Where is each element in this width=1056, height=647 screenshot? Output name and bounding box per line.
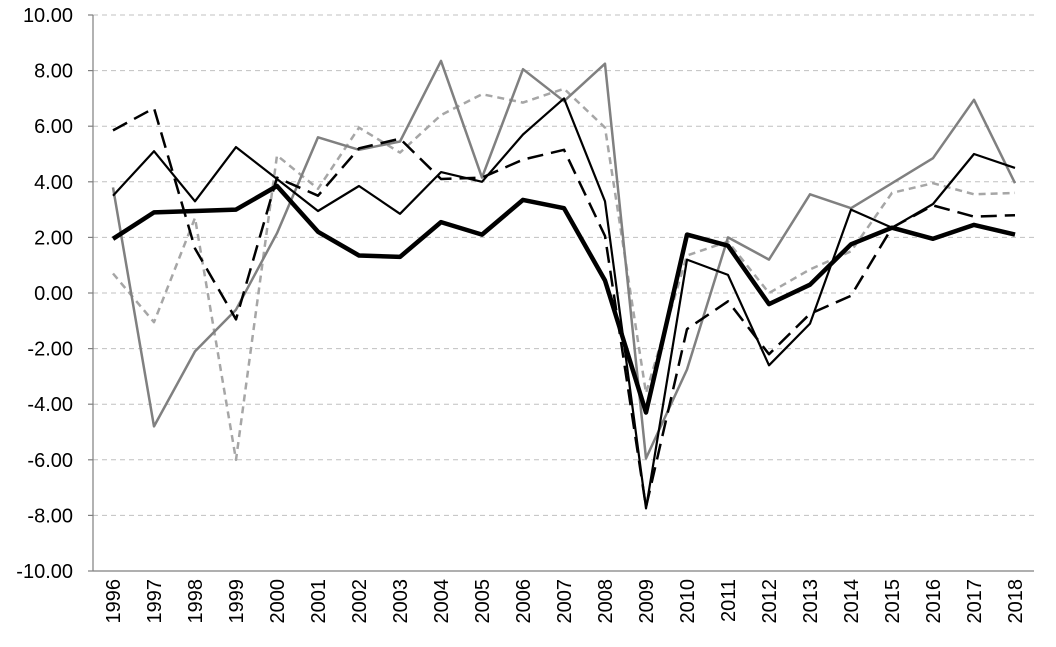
series-lines bbox=[111, 59, 1017, 510]
x-tick-label: 2014 bbox=[841, 579, 863, 624]
series-line-black-dashed bbox=[112, 106, 1016, 509]
y-tick-label: 6.00 bbox=[34, 116, 73, 138]
x-tick-label: 2002 bbox=[349, 579, 371, 624]
x-tick-label: 2001 bbox=[308, 579, 330, 624]
x-tick-label: 1996 bbox=[103, 579, 125, 624]
y-tick-label: 0.00 bbox=[34, 283, 73, 305]
x-tick-label: 2011 bbox=[718, 579, 740, 622]
x-tick-label: 2017 bbox=[964, 579, 986, 624]
series-line-thick-black-solid bbox=[111, 183, 1016, 415]
y-tick-label: 4.00 bbox=[34, 172, 73, 194]
y-tick-label: 10.00 bbox=[23, 5, 73, 27]
x-tick-label: 2007 bbox=[554, 579, 576, 624]
x-tick-label: 2005 bbox=[472, 579, 494, 624]
x-tick-label: 2009 bbox=[636, 579, 658, 624]
x-tick-label: 2004 bbox=[431, 579, 453, 624]
y-tick-label: -6.00 bbox=[27, 450, 73, 472]
x-tick-label: 2015 bbox=[882, 579, 904, 624]
y-tick-label: -2.00 bbox=[27, 339, 73, 361]
y-tick-label: -10.00 bbox=[16, 561, 73, 583]
series-line-gray-solid bbox=[111, 59, 1017, 460]
x-tick-label: 1998 bbox=[185, 579, 207, 624]
x-tick-label: 2012 bbox=[759, 579, 781, 624]
x-tick-label: 2008 bbox=[595, 579, 617, 624]
x-tick-label: 2006 bbox=[513, 579, 535, 624]
x-tick-label: 2016 bbox=[923, 579, 945, 624]
x-tick-label: 2003 bbox=[390, 579, 412, 624]
series-line-thin-black-solid bbox=[112, 97, 1016, 510]
x-tick-label: 1999 bbox=[226, 579, 248, 624]
x-tick-label: 2018 bbox=[1005, 579, 1027, 624]
x-tick-labels: 1996 1997 1998 1999 2000 2001 2002 2003 2004 2005… bbox=[103, 579, 1027, 624]
y-tick-label: -4.00 bbox=[27, 394, 73, 416]
y-tick-label: -8.00 bbox=[27, 505, 73, 527]
axes bbox=[88, 14, 1034, 572]
x-tick-label: 2010 bbox=[677, 579, 699, 624]
x-tick-label: 2013 bbox=[800, 579, 822, 624]
y-tick-labels: 10.00 8.00 6.00 4.00 2.00 0.00 -2.00 -4.00 -6.00… bbox=[16, 5, 73, 583]
y-tick-label: 2.00 bbox=[34, 227, 73, 249]
y-tick-label: 8.00 bbox=[34, 61, 73, 83]
x-tick-label: 1997 bbox=[144, 579, 166, 624]
x-tick-label: 2000 bbox=[267, 579, 289, 624]
